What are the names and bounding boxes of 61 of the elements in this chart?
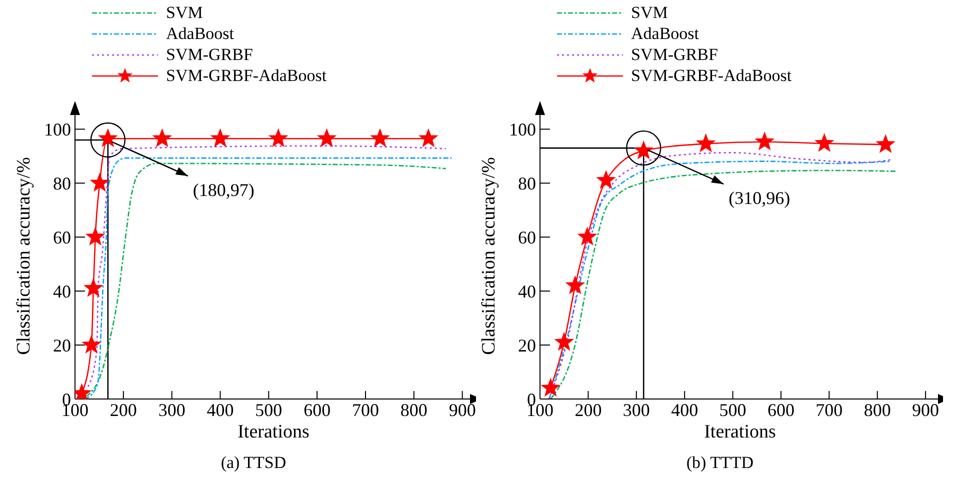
- point: [86, 228, 104, 245]
- point: [370, 129, 390, 146]
- x-tick-label: 300: [622, 400, 650, 420]
- y-axis-title: Classification accuracy/%: [478, 156, 500, 355]
- point: [815, 134, 834, 152]
- y-tick-label: 40: [518, 281, 536, 302]
- x-tick-label: 300: [158, 400, 186, 420]
- x-tick-label: 700: [352, 400, 379, 420]
- legend-label: AdaBoost: [631, 23, 699, 44]
- legend-label: SVM-GRBF-AdaBoost: [631, 65, 792, 86]
- y-tick-label: 40: [53, 281, 71, 302]
- legend-label: SVM-GRBF: [166, 44, 253, 65]
- x-tick-label: 500: [719, 400, 746, 420]
- y-tick-label: 100: [44, 120, 71, 140]
- x-tick-label: 400: [206, 400, 234, 420]
- point: [90, 174, 109, 191]
- legend-label: SVM: [166, 2, 203, 23]
- point: [153, 129, 172, 146]
- x-tick-label: 200: [110, 400, 137, 420]
- point: [555, 332, 574, 350]
- point: [696, 134, 715, 152]
- point: [596, 170, 616, 188]
- y-axis-title: Classification accuracy/%: [14, 156, 35, 355]
- x-tick-label: 900: [912, 400, 940, 420]
- y-tick-label: 100: [509, 120, 536, 140]
- point: [84, 278, 102, 296]
- legend-label: SVM-GRBF: [631, 44, 718, 65]
- x-tick-label: 200: [574, 400, 602, 420]
- x-tick-label: 800: [864, 400, 891, 420]
- y-tick-label: 80: [53, 174, 71, 194]
- text: (b) TTTD: [686, 453, 754, 472]
- point: [269, 129, 288, 146]
- y-tick-label: 20: [53, 335, 71, 356]
- annotation: (180,97): [192, 180, 254, 200]
- point: [876, 135, 895, 152]
- point: [566, 276, 584, 294]
- point: [318, 129, 336, 146]
- point: [82, 336, 101, 353]
- annotation: (310,96): [728, 188, 790, 208]
- text: (a) TTSD: [220, 453, 286, 472]
- x-axis-title: Iterations: [704, 421, 776, 442]
- x-tick-label: 500: [255, 400, 282, 420]
- x-tick-label: 800: [400, 400, 428, 420]
- point: [419, 129, 438, 146]
- y-tick-label: 60: [518, 228, 536, 248]
- point: [211, 129, 230, 146]
- x-tick-label: 400: [671, 400, 698, 420]
- x-tick-label: 900: [448, 400, 476, 420]
- legend-label: AdaBoost: [166, 23, 234, 44]
- x-tick-label: 600: [304, 400, 331, 420]
- x-axis-title: Iterations: [238, 421, 310, 442]
- y-tick-label: 80: [518, 174, 536, 194]
- point: [578, 228, 596, 245]
- x-tick-label: 700: [816, 400, 843, 420]
- y-tick-label: 60: [53, 228, 71, 248]
- legend-label: SVM-GRBF-AdaBoost: [166, 65, 327, 86]
- point: [542, 378, 560, 396]
- y-tick-label: 20: [518, 335, 536, 356]
- x-tick-label: 600: [767, 400, 794, 420]
- point: [756, 132, 774, 150]
- legend-label: SVM: [631, 2, 668, 23]
